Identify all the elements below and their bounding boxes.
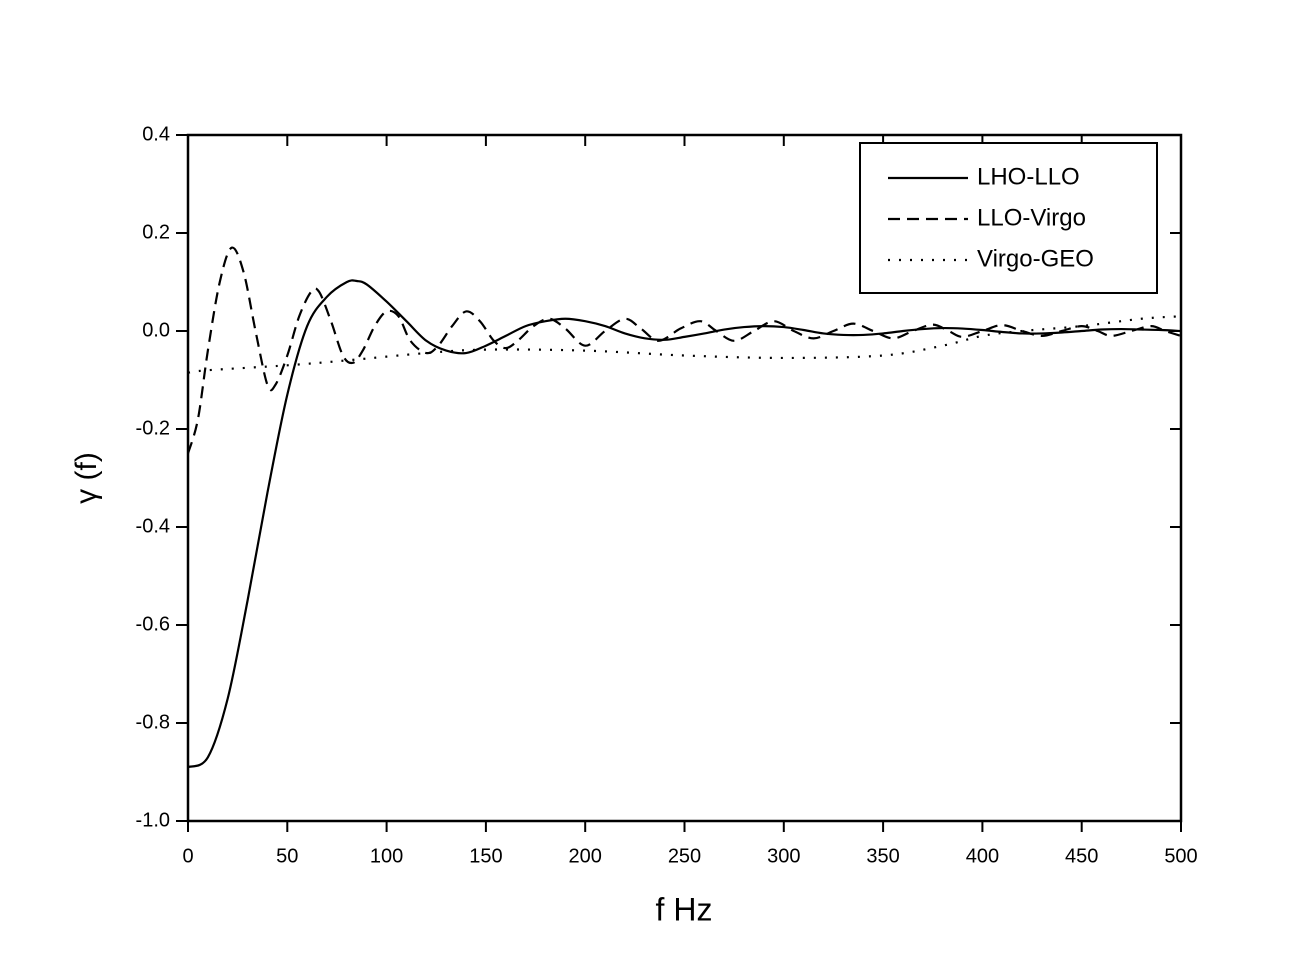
x-tick-label: 250: [668, 845, 701, 867]
x-tick-label: 150: [469, 845, 502, 867]
y-tick-label: -1.0: [136, 809, 170, 831]
x-tick-label: 100: [370, 845, 403, 867]
y-tick-label: -0.8: [136, 711, 170, 733]
x-tick-label: 350: [866, 845, 899, 867]
y-tick-label: -0.4: [136, 515, 170, 537]
x-tick-label: 200: [569, 845, 602, 867]
y-tick-label: -0.2: [136, 417, 170, 439]
x-tick-label: 0: [182, 845, 193, 867]
line-series: [186, 246, 1182, 454]
legend-label: LLO-Virgo: [977, 204, 1086, 231]
x-axis-label: f Hz: [656, 891, 713, 927]
y-tick-label: 0.2: [142, 221, 170, 243]
x-tick-label: 500: [1164, 845, 1197, 867]
x-tick-label: 400: [966, 845, 999, 867]
y-axis-label: γ (f): [70, 452, 103, 504]
y-tick-label: -0.6: [136, 613, 170, 635]
x-tick-label: 50: [276, 845, 298, 867]
x-tick-label: 450: [1065, 845, 1098, 867]
y-tick-label: 0.4: [142, 123, 170, 145]
legend-label: LHO-LLO: [977, 163, 1080, 190]
x-tick-label: 300: [767, 845, 800, 867]
y-tick-label: 0.0: [142, 319, 170, 341]
legend-label: Virgo-GEO: [977, 245, 1094, 272]
plot-frame: [186, 133, 1183, 823]
